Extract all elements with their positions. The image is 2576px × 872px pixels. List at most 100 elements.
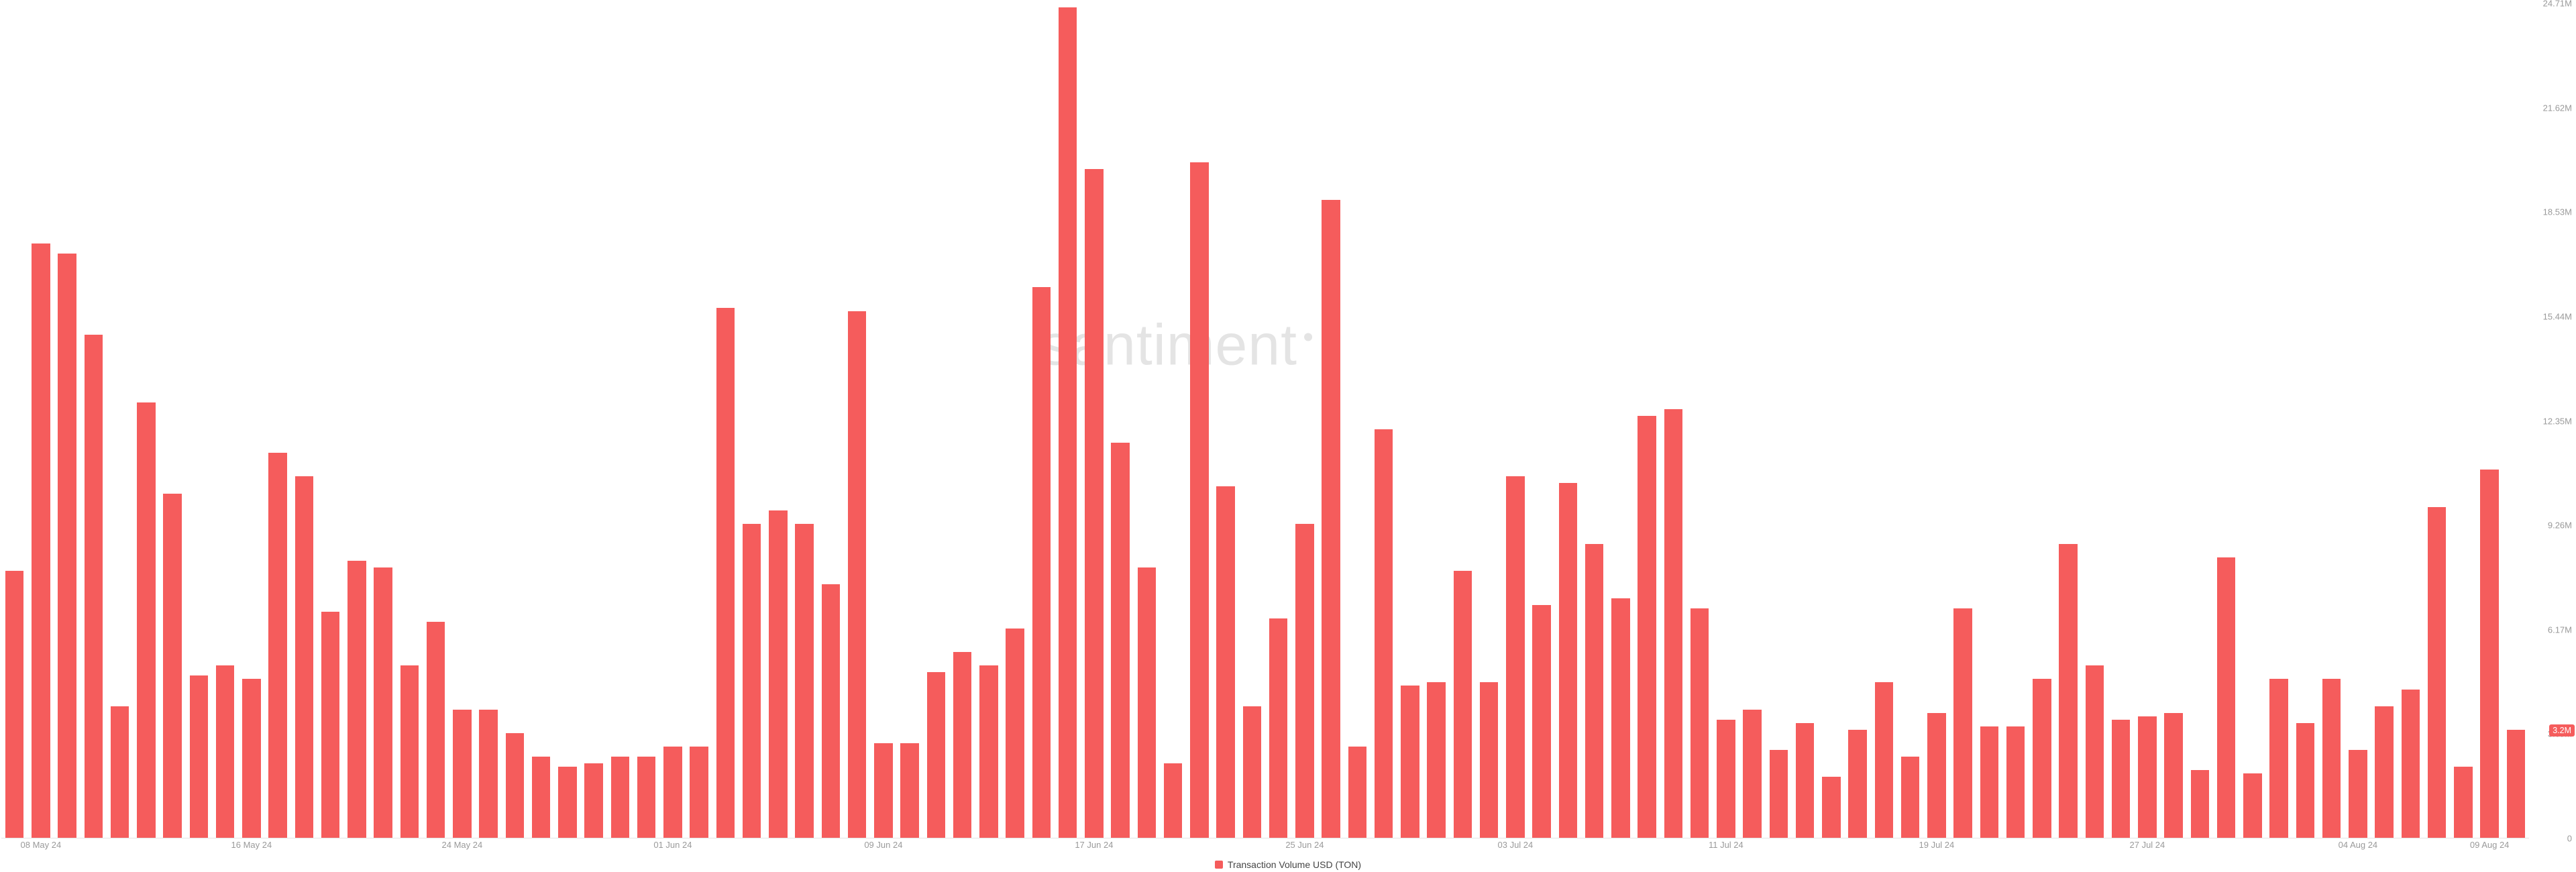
bar[interactable] — [900, 743, 918, 838]
bar[interactable] — [242, 679, 260, 838]
bar[interactable] — [374, 567, 392, 838]
bar[interactable] — [584, 763, 602, 838]
bar[interactable] — [927, 672, 945, 838]
bar[interactable] — [1796, 723, 1814, 838]
bar[interactable] — [58, 254, 76, 838]
bar[interactable] — [795, 524, 813, 838]
bar[interactable] — [85, 335, 103, 838]
bar[interactable] — [1295, 524, 1313, 838]
bar[interactable] — [1006, 629, 1024, 838]
bar[interactable] — [427, 622, 445, 838]
bar[interactable] — [953, 652, 971, 838]
bar[interactable] — [848, 311, 866, 838]
bar[interactable] — [2375, 706, 2393, 838]
bar[interactable] — [1216, 486, 1234, 838]
bar[interactable] — [769, 510, 787, 838]
bar[interactable] — [2138, 716, 2156, 838]
bar[interactable] — [2296, 723, 2314, 838]
bar[interactable] — [2269, 679, 2288, 838]
bar[interactable] — [1559, 483, 1577, 838]
bar[interactable] — [1927, 713, 1945, 838]
bar[interactable] — [1532, 605, 1550, 838]
bar[interactable] — [2059, 544, 2077, 838]
bar[interactable] — [2428, 507, 2446, 838]
bar[interactable] — [2480, 470, 2498, 838]
bar[interactable] — [1032, 287, 1051, 838]
bar[interactable] — [32, 243, 50, 838]
bar[interactable] — [1401, 686, 1419, 838]
bar[interactable] — [1980, 726, 1998, 838]
bar-slot — [1897, 3, 1923, 838]
bar[interactable] — [190, 675, 208, 838]
bar[interactable] — [1348, 747, 1366, 838]
bar[interactable] — [822, 584, 840, 838]
bar[interactable] — [2164, 713, 2182, 838]
bar[interactable] — [2454, 767, 2472, 838]
bar[interactable] — [347, 561, 366, 838]
bar[interactable] — [743, 524, 761, 838]
bar[interactable] — [1770, 750, 1788, 838]
bar[interactable] — [532, 757, 550, 838]
bar[interactable] — [1454, 571, 1472, 838]
bar[interactable] — [1506, 476, 1524, 838]
bar[interactable] — [111, 706, 129, 838]
bar[interactable] — [2217, 557, 2235, 838]
bar[interactable] — [1875, 682, 1893, 838]
bar[interactable] — [2112, 720, 2130, 838]
bar[interactable] — [1953, 608, 1972, 838]
bar[interactable] — [1375, 429, 1393, 838]
bar[interactable] — [295, 476, 313, 838]
bar[interactable] — [1743, 710, 1761, 838]
bar[interactable] — [506, 733, 524, 838]
bar[interactable] — [321, 612, 339, 838]
bar[interactable] — [163, 494, 181, 838]
y-tick: 0 — [2567, 834, 2572, 844]
bar[interactable] — [1638, 416, 1656, 838]
bar-slot — [1424, 3, 1450, 838]
bar[interactable] — [1243, 706, 1261, 838]
bar[interactable] — [137, 402, 155, 838]
bar[interactable] — [5, 571, 23, 838]
bar[interactable] — [1427, 682, 1445, 838]
bar[interactable] — [1190, 162, 1208, 838]
bar[interactable] — [690, 747, 708, 838]
bar[interactable] — [1322, 200, 1340, 838]
bar[interactable] — [2402, 690, 2420, 838]
bar[interactable] — [558, 767, 576, 838]
bar[interactable] — [479, 710, 497, 838]
bar-slot — [1397, 3, 1423, 838]
bar[interactable] — [1111, 443, 1129, 838]
bar[interactable] — [1085, 169, 1103, 838]
bar[interactable] — [2191, 770, 2209, 838]
bar[interactable] — [1138, 567, 1156, 838]
bar[interactable] — [979, 665, 998, 838]
bar[interactable] — [874, 743, 892, 838]
bar[interactable] — [2507, 730, 2525, 838]
bar[interactable] — [2243, 773, 2261, 838]
bar[interactable] — [1901, 757, 1919, 838]
bar[interactable] — [2006, 726, 2025, 838]
bar[interactable] — [1848, 730, 1866, 838]
bar[interactable] — [1822, 777, 1840, 838]
bar[interactable] — [1164, 763, 1182, 838]
bar[interactable] — [1664, 409, 1682, 838]
bar[interactable] — [400, 665, 419, 838]
bar[interactable] — [453, 710, 471, 838]
bar[interactable] — [1480, 682, 1498, 838]
bar[interactable] — [2086, 665, 2104, 838]
bar[interactable] — [1269, 618, 1287, 838]
bar[interactable] — [663, 747, 682, 838]
bar[interactable] — [611, 757, 629, 838]
bar[interactable] — [1717, 720, 1735, 838]
bar[interactable] — [1585, 544, 1603, 838]
bar[interactable] — [216, 665, 234, 838]
bar[interactable] — [2349, 750, 2367, 838]
bar[interactable] — [2033, 679, 2051, 838]
bar[interactable] — [716, 308, 735, 838]
bar[interactable] — [268, 453, 286, 838]
bar[interactable] — [1690, 608, 1709, 838]
bar[interactable] — [637, 757, 655, 838]
bar[interactable] — [1059, 7, 1077, 838]
bar[interactable] — [1611, 598, 1629, 838]
bar[interactable] — [2322, 679, 2341, 838]
